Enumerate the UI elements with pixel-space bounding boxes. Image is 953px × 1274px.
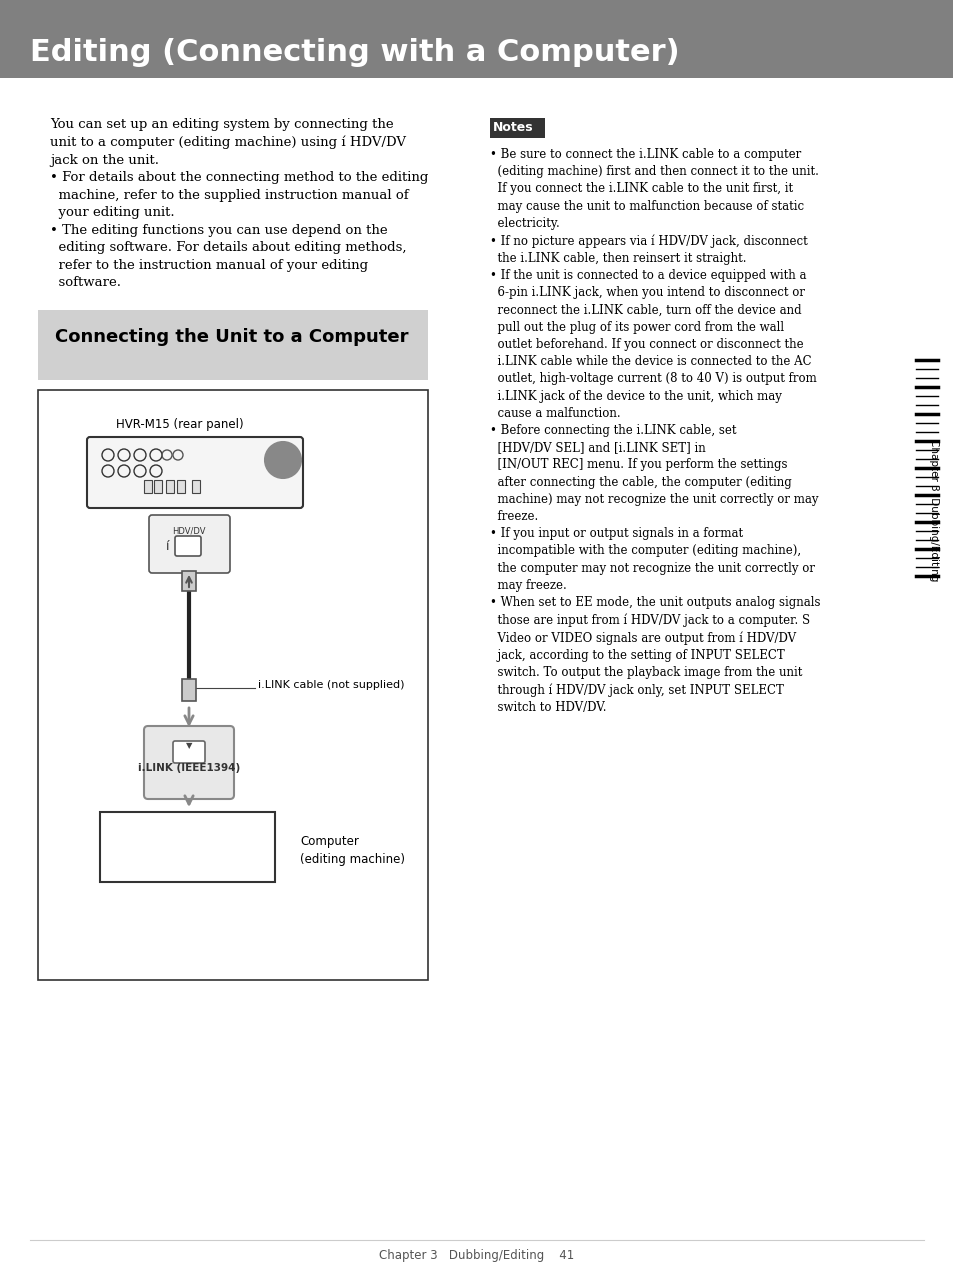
Text: Editing (Connecting with a Computer): Editing (Connecting with a Computer) [30,37,679,66]
FancyBboxPatch shape [38,310,428,380]
FancyBboxPatch shape [909,350,941,650]
Circle shape [265,442,301,478]
FancyBboxPatch shape [154,479,162,493]
Text: Notes: Notes [493,121,533,134]
Text: Chapter 3   Dubbing/Editing    41: Chapter 3 Dubbing/Editing 41 [379,1249,574,1261]
Text: Chapter 3  Dubbing/Editing: Chapter 3 Dubbing/Editing [928,438,938,581]
FancyBboxPatch shape [144,479,152,493]
FancyBboxPatch shape [177,479,185,493]
Text: HDV/DV: HDV/DV [172,526,206,535]
FancyBboxPatch shape [193,479,200,493]
FancyBboxPatch shape [87,437,303,508]
Text: Computer
(editing machine): Computer (editing machine) [299,834,405,866]
FancyBboxPatch shape [172,741,205,763]
Text: i.LINK (IEEE1394): i.LINK (IEEE1394) [138,763,240,773]
Text: ▼: ▼ [186,741,193,750]
Text: i.LINK cable (not supplied): i.LINK cable (not supplied) [257,680,404,691]
FancyBboxPatch shape [100,812,274,882]
FancyBboxPatch shape [167,479,174,493]
FancyBboxPatch shape [182,571,195,591]
FancyBboxPatch shape [0,0,953,78]
FancyBboxPatch shape [174,536,201,555]
FancyBboxPatch shape [182,679,195,701]
FancyBboxPatch shape [149,515,230,573]
FancyBboxPatch shape [144,726,233,799]
Text: You can set up an editing system by connecting the
unit to a computer (editing m: You can set up an editing system by conn… [50,118,428,289]
FancyBboxPatch shape [490,118,544,138]
Text: í: í [165,540,169,553]
Text: • Be sure to connect the i.LINK cable to a computer
  (editing machine) first an: • Be sure to connect the i.LINK cable to… [490,148,820,715]
Text: HVR-M15 (rear panel): HVR-M15 (rear panel) [116,418,244,431]
FancyBboxPatch shape [38,390,428,980]
Text: Connecting the Unit to a Computer: Connecting the Unit to a Computer [55,327,408,347]
